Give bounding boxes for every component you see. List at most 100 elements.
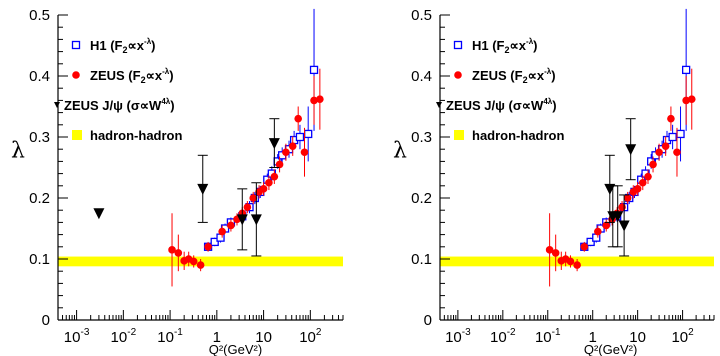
- zeus-point-marker: [644, 172, 652, 181]
- x-tick-base: 10: [64, 329, 81, 346]
- zeus-point-marker: [545, 246, 554, 254]
- zeus-point-marker: [259, 185, 268, 193]
- h1-point-marker: [309, 65, 319, 75]
- legend-text-main: ZEUS J/ψ (σ∝W: [446, 98, 544, 113]
- jpsi-point-marker: [93, 208, 105, 220]
- x-tick-label: 10-1: [157, 327, 183, 346]
- legend-label: ZEUS J/ψ (σ∝W4λ): [64, 97, 175, 113]
- zeus-point-marker: [265, 178, 273, 187]
- x-tick-label: 102: [671, 327, 694, 346]
- legend-label: H1 (F2∝x-λ): [472, 37, 538, 55]
- legend-marker-band: [454, 130, 464, 140]
- y-tick-label: 0.2: [411, 190, 432, 207]
- x-tick-base: 10: [299, 329, 316, 346]
- zeus-point-marker: [551, 249, 560, 257]
- x-tick-base: 10: [255, 329, 272, 346]
- zeus-point-marker: [602, 221, 611, 230]
- legend-text-rel: ∝x: [146, 68, 163, 83]
- jpsi-point-marker: [268, 138, 280, 150]
- y-tick-label: 0.1: [411, 251, 432, 268]
- x-tick-base: 10: [671, 329, 688, 346]
- legend-label-band: hadron-hadron: [90, 128, 182, 143]
- legend-text-sup: -λ: [544, 67, 552, 76]
- x-tick-base: 10: [629, 329, 646, 346]
- x-tick-exponent: 2: [316, 327, 322, 338]
- legend-text-sup: 4λ: [161, 97, 170, 106]
- legend-text-sup: -λ: [162, 67, 170, 76]
- legend-label: ZEUS (F2∝x-λ): [90, 67, 174, 85]
- x-tick-label: 10-1: [535, 327, 561, 346]
- legend-label-band: hadron-hadron: [472, 128, 564, 143]
- legend-text-close: ): [151, 38, 155, 53]
- y-tick-label: 0.5: [29, 7, 50, 24]
- zeus-point-marker: [638, 178, 647, 187]
- legend-marker-h1: [71, 40, 81, 50]
- legend-text-close: ): [170, 98, 174, 113]
- h1-point-marker: [210, 237, 219, 247]
- zeus-point-marker: [294, 114, 302, 123]
- x-tick-label: 10-3: [64, 327, 90, 346]
- legend-text-main: ZEUS J/ψ (σ∝W: [64, 98, 162, 113]
- x-tick-label: 1: [213, 329, 221, 346]
- zeus-point-marker: [661, 142, 670, 150]
- x-tick-label: 10: [629, 329, 646, 346]
- left-panel: 00.10.20.30.40.510-3 10-2 10-1 1 10 102Q²(GeV…: [11, 7, 344, 356]
- jpsi-point-marker: [236, 214, 248, 226]
- h1-point-marker: [304, 129, 313, 139]
- y-tick-label: 0.3: [411, 129, 432, 146]
- legend-text-main: ZEUS (F: [472, 68, 523, 83]
- x-tick-base: 1: [213, 329, 221, 346]
- legend-text-rel: ∝x: [528, 68, 545, 83]
- zeus-point-marker: [673, 148, 681, 157]
- zeus-point-marker: [189, 257, 198, 266]
- zeus-point-marker: [270, 172, 279, 181]
- y-tick-label: 0.3: [29, 129, 50, 146]
- zeus-point-marker: [580, 243, 589, 251]
- h1-point-marker: [676, 129, 685, 139]
- x-tick-label: 10-2: [490, 327, 516, 346]
- zeus-point-marker: [288, 142, 297, 150]
- y-tick-label: 0.4: [29, 68, 50, 85]
- x-tick-label: 10-3: [445, 327, 471, 346]
- legend-marker-jpsi: [54, 102, 60, 108]
- zeus-point-marker: [196, 261, 205, 269]
- legend-label: H1 (F2∝x-λ): [90, 37, 156, 55]
- legend-text-main: H1 (F: [90, 38, 123, 53]
- legend-marker-jpsi: [436, 102, 442, 108]
- x-tick-base: 10: [157, 329, 174, 346]
- legend-text-sup: -λ: [526, 37, 534, 46]
- h1-point-marker: [295, 132, 305, 142]
- legend-text-rel: ∝x: [510, 38, 527, 53]
- x-tick-exponent: -2: [507, 327, 516, 338]
- x-tick-exponent: -3: [80, 327, 89, 338]
- zeus-point-marker: [174, 249, 183, 257]
- zeus-point-marker: [623, 194, 632, 202]
- zeus-point-marker: [310, 96, 318, 105]
- zeus-point-marker: [667, 114, 675, 123]
- x-tick-base: 10: [490, 329, 507, 346]
- zeus-point-marker: [687, 95, 696, 103]
- x-tick-base: 10: [445, 329, 462, 346]
- legend-text-sub: 2: [505, 45, 510, 55]
- zeus-point-marker: [282, 148, 290, 157]
- zeus-point-marker: [573, 261, 581, 269]
- x-axis-label: Q²(GeV²): [209, 342, 262, 356]
- x-tick-label: 10-2: [111, 327, 137, 346]
- jpsi-point-marker: [625, 144, 637, 156]
- legend-text-main: ZEUS (F: [90, 68, 141, 83]
- y-tick-label: 0: [42, 312, 50, 329]
- zeus-point-marker: [618, 203, 626, 211]
- y-tick-label: 0.1: [29, 251, 50, 268]
- zeus-point-marker: [300, 148, 309, 157]
- y-axis-label: λ: [393, 139, 407, 164]
- x-tick-exponent: -1: [174, 327, 183, 338]
- zeus-point-marker: [275, 160, 284, 169]
- legend-text-close: ): [551, 68, 555, 83]
- legend-text-sub: 2: [123, 45, 128, 55]
- x-tick-label: 102: [299, 327, 322, 346]
- h1-point-marker: [681, 65, 691, 75]
- x-axis-label: Q²(GeV²): [584, 342, 637, 356]
- y-tick-label: 0.4: [411, 68, 432, 85]
